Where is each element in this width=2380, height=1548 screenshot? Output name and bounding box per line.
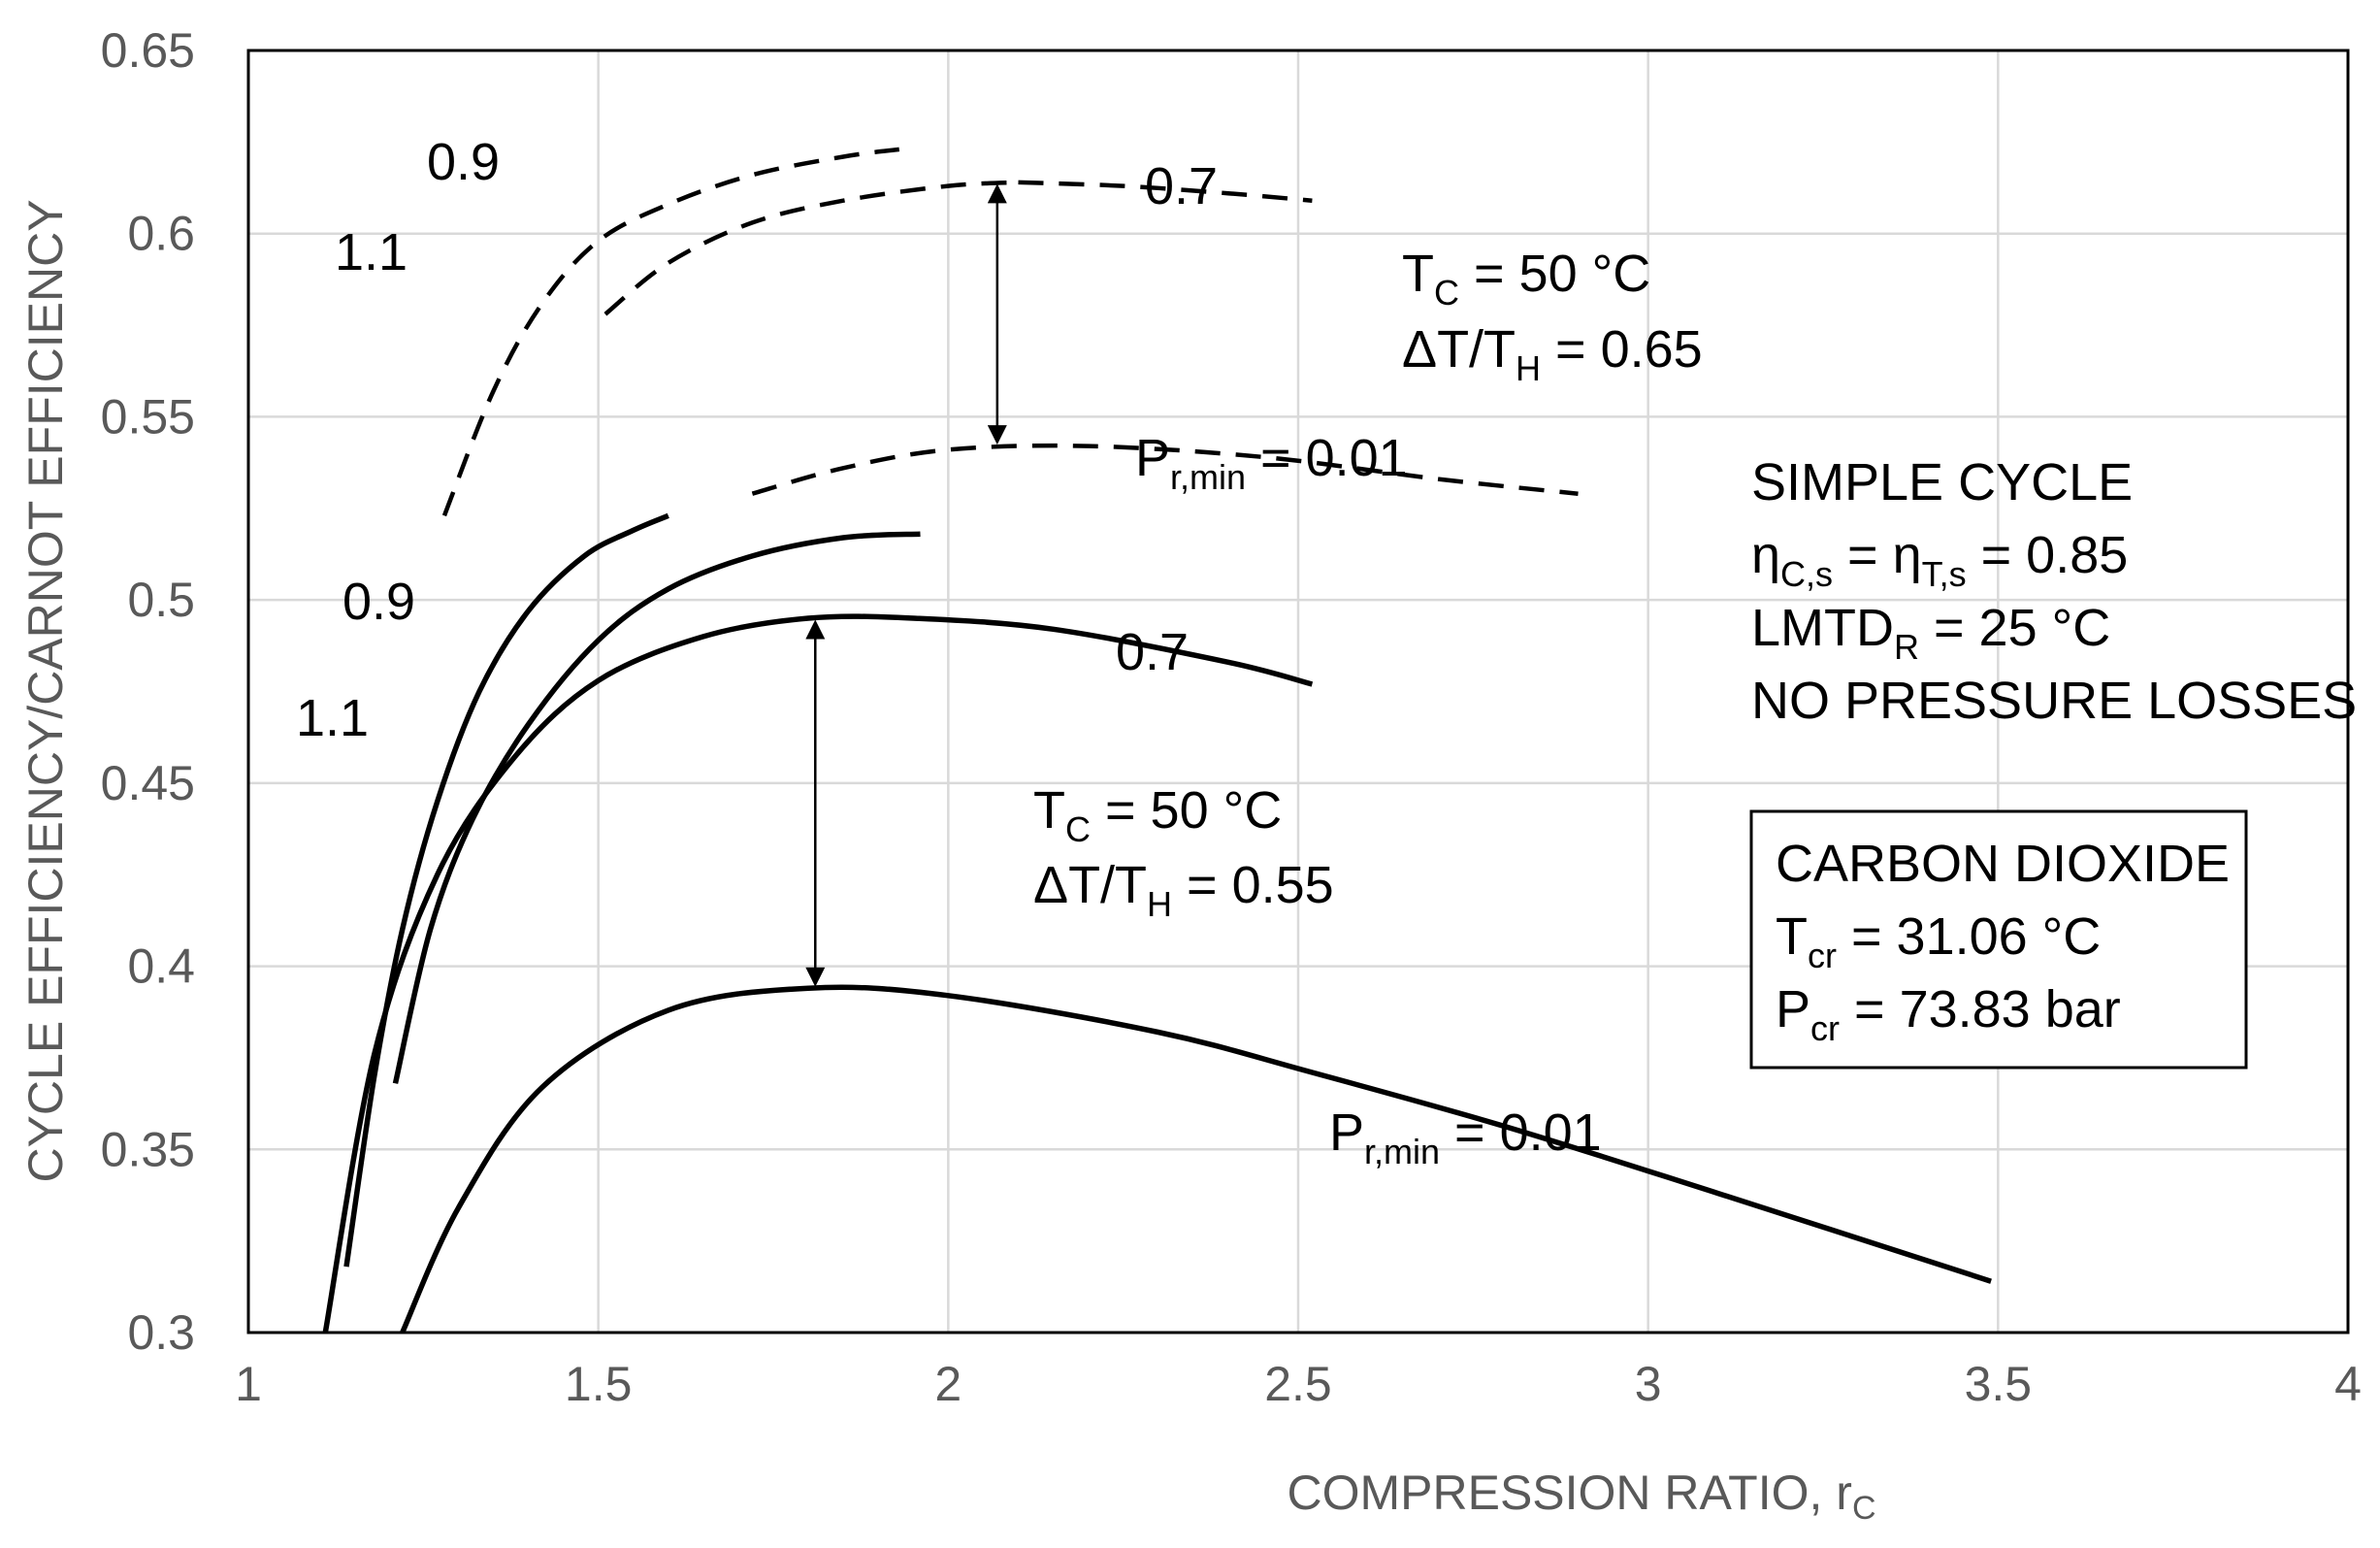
y-tick-label: 0.45 [101,756,195,810]
label-upper-pr-min: Pr,min = 0.01 [1135,429,1408,497]
y-tick-label: 0.55 [101,389,195,444]
eta-annotation: ηC,s = ηT,s = 0.85 [1751,526,2128,594]
label-upper-0.7: 0.7 [1145,157,1218,215]
series-line-4 [343,512,669,1268]
fluid-box-pcr: Pcr = 73.83 bar [1776,980,2121,1048]
series-line-6 [322,613,1314,1334]
y-tick-labels: 0.3 0.35 0.4 0.45 0.5 0.55 0.6 0.65 [101,23,195,1360]
upper-tc-annotation: TC = 50 °C [1402,245,1650,313]
delta-arrows [805,183,1007,987]
x-tick-label: 3 [1635,1357,1662,1411]
fluid-box-tcr: Tcr = 31.06 °C [1776,907,2101,975]
series-curves [322,147,1992,1334]
label-lower-pr-min: Pr,min = 0.01 [1329,1103,1602,1171]
lower-tc-annotation: TC = 50 °C [1033,781,1282,849]
y-axis-title: CYCLE EFFICIENCY/CARNOT EFFICIENCY [18,199,73,1182]
x-tick-label: 3.5 [1965,1357,2033,1411]
cycle-title: SIMPLE CYCLE [1751,453,2133,511]
upper-dt-annotation: ΔT/TH = 0.65 [1402,320,1703,388]
series-line-0 [441,147,900,517]
series-line-5 [392,531,921,1084]
x-tick-label: 1.5 [565,1357,633,1411]
series-line-7 [400,984,1992,1334]
x-tick-label: 2 [934,1357,962,1411]
y-tick-label: 0.3 [127,1305,195,1360]
x-tick-label: 2.5 [1264,1357,1332,1411]
label-upper-1.1: 1.1 [335,223,408,281]
series-line-3 [751,443,1579,496]
gridlines [248,50,2348,1333]
fluid-box-title: CARBON DIOXIDE [1776,835,2230,893]
series-line-1 [603,180,1019,316]
y-tick-label: 0.4 [127,939,195,994]
series-line-2 [1018,180,1313,203]
y-tick-label: 0.5 [127,573,195,627]
y-tick-label: 0.65 [101,23,195,78]
x-tick-label: 1 [235,1357,262,1411]
label-lower-0.7: 0.7 [1116,623,1189,681]
y-tick-label: 0.35 [101,1122,195,1176]
label-lower-1.1: 1.1 [296,689,369,747]
x-tick-labels: 1 1.5 2 2.5 3 3.5 4 [235,1357,2362,1411]
label-lower-0.9: 0.9 [342,573,415,631]
fluid-box [1749,809,2248,1070]
label-upper-0.9: 0.9 [427,133,500,191]
x-tick-label: 4 [2334,1357,2362,1411]
x-axis-title: COMPRESSION RATIO, rC [1287,1466,1875,1527]
plot-area-frame [246,49,2350,1334]
lmtd-annotation: LMTDR = 25 °C [1751,599,2110,667]
lower-dt-annotation: ΔT/TH = 0.55 [1033,856,1334,924]
losses-annotation: NO PRESSURE LOSSES [1751,672,2357,730]
y-tick-label: 0.6 [127,207,195,261]
